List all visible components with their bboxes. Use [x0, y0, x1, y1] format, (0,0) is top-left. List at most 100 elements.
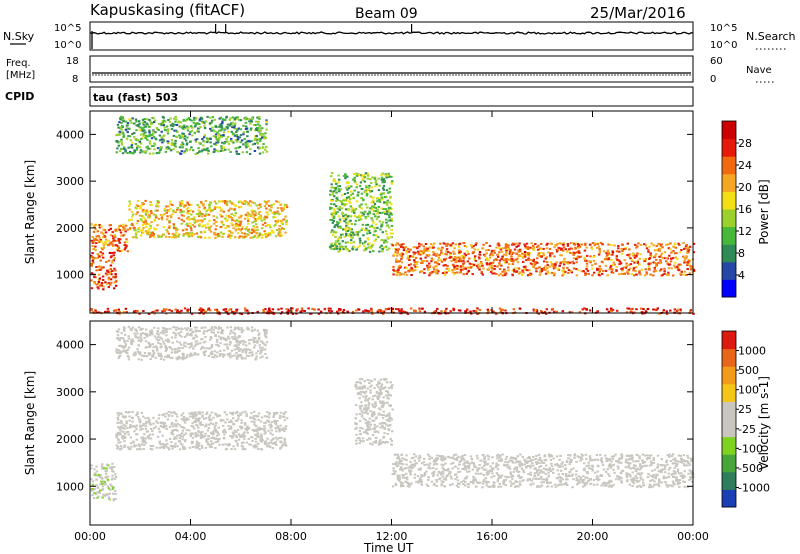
- velocity-cell-391: [143, 443, 146, 446]
- velocity-cell-1123: [258, 344, 261, 347]
- power-cell-1771: [358, 185, 362, 188]
- power-cell-1269: [170, 143, 173, 146]
- power-cell-1197: [219, 149, 223, 152]
- velocity-cell-663: [139, 448, 142, 451]
- power-cell-2077: [527, 257, 530, 260]
- power-cell-2475: [504, 274, 507, 277]
- power-cell-1364: [145, 146, 148, 149]
- power-cell-830: [234, 236, 237, 239]
- power-cell-152: [107, 239, 110, 242]
- power-cell-363: [238, 228, 241, 231]
- power-cell-121: [119, 238, 122, 241]
- power-cell-1944: [381, 248, 384, 250]
- power-cell-1902: [346, 241, 349, 244]
- power-cell-316: [134, 229, 137, 232]
- velocity-cell-1308: [134, 328, 137, 331]
- velocity-cell-1364: [144, 340, 148, 343]
- power-cell-2343: [578, 256, 581, 259]
- velocity-cell-1206: [252, 340, 255, 343]
- power-cell-645: [209, 210, 213, 213]
- power-cell-3503: [635, 308, 638, 311]
- velocity-cell-1080: [245, 344, 248, 347]
- power-cell-2440: [478, 268, 481, 271]
- power-cell-712: [231, 219, 234, 222]
- power-cell-936: [201, 120, 204, 123]
- power-cell-382: [258, 233, 261, 236]
- power-cell-708: [282, 218, 285, 221]
- power-cell-2765: [559, 262, 562, 265]
- velocity-cell-1294: [177, 349, 180, 352]
- power-cell-99: [93, 276, 96, 278]
- power-cell-741: [256, 218, 259, 220]
- power-cell-1856: [362, 198, 365, 201]
- velocity-cell-11: [95, 470, 99, 473]
- power-cell-2329: [567, 271, 570, 274]
- power-cell-1471: [119, 132, 122, 135]
- velocity-cell-658: [257, 418, 260, 421]
- power-cell-703: [261, 234, 264, 236]
- power-cell-284: [140, 204, 143, 207]
- freq-tick-high: 18: [66, 56, 79, 67]
- power-cell-1588: [372, 234, 376, 237]
- power-cell-1182: [174, 145, 177, 148]
- power-cell-31: [100, 254, 104, 257]
- velocity-cell-364: [207, 435, 210, 437]
- velocity-cell-610: [184, 421, 187, 424]
- velocity-cell-1326: [122, 349, 125, 352]
- power-cell-1859: [374, 229, 377, 232]
- power-cell-484: [205, 226, 208, 229]
- velocity-cell-828: [261, 346, 264, 349]
- power-cell-2019: [333, 230, 336, 233]
- power-cell-1563: [336, 211, 339, 213]
- power-cell-2466: [618, 263, 621, 266]
- velocity-cell-36: [114, 493, 117, 495]
- power-cell-2416: [648, 258, 651, 260]
- power-cell-2873: [597, 271, 601, 274]
- power-cell-2699: [395, 273, 398, 276]
- velocity-cell-749: [190, 425, 193, 427]
- power-cell-461: [232, 227, 235, 230]
- power-cell-2403: [559, 261, 562, 264]
- velocity-cell-1360: [232, 331, 235, 334]
- power-cell-3005: [428, 264, 432, 267]
- power-cell-2793: [655, 248, 658, 251]
- power-cell-1619: [389, 197, 392, 200]
- power-cell-1647: [343, 203, 347, 206]
- power-cell-2205: [538, 255, 541, 257]
- power-cell-2531: [553, 255, 556, 258]
- power-cell-3237: [382, 310, 386, 313]
- power-cell-1162: [226, 140, 229, 143]
- velocity-cell-1151: [139, 351, 142, 354]
- power-cell-1326: [146, 135, 150, 138]
- power-cell-814: [279, 203, 282, 206]
- power-cell-1085: [161, 120, 165, 122]
- power-cell-1974: [385, 213, 389, 216]
- power-cell-187: [100, 231, 104, 234]
- velocity-cell-741: [270, 429, 273, 432]
- power-cell-2581: [505, 259, 508, 262]
- nsearch-label: N.Search: [746, 30, 796, 43]
- power-cell-2267: [538, 273, 542, 276]
- velocity-cell-1318: [212, 331, 215, 334]
- power-cell-3014: [649, 254, 652, 257]
- power-cell-2519: [474, 255, 477, 258]
- power-cell-853: [202, 203, 205, 206]
- velocity-cell-106: [122, 424, 125, 427]
- velocity-cell-645: [165, 412, 168, 415]
- power-cell-1018: [131, 117, 134, 120]
- power-cell-658: [259, 203, 262, 206]
- power-cell-2339: [498, 268, 502, 270]
- power-cell-979: [135, 129, 138, 132]
- power-cell-1670: [331, 193, 335, 196]
- velocity-cell-1177: [188, 346, 191, 349]
- velocity-cell-618: [249, 416, 252, 419]
- power-cell-575: [225, 214, 228, 217]
- power-cell-2423: [629, 263, 633, 266]
- velocity-cell-1150: [254, 344, 257, 347]
- power-cell-180: [125, 245, 128, 248]
- power-cell-1071: [212, 135, 215, 138]
- velocity-cell-1267: [117, 356, 121, 359]
- power-cell-1099: [122, 135, 126, 137]
- power-cell-2746: [511, 263, 515, 266]
- velocity-cell-1189: [256, 339, 259, 342]
